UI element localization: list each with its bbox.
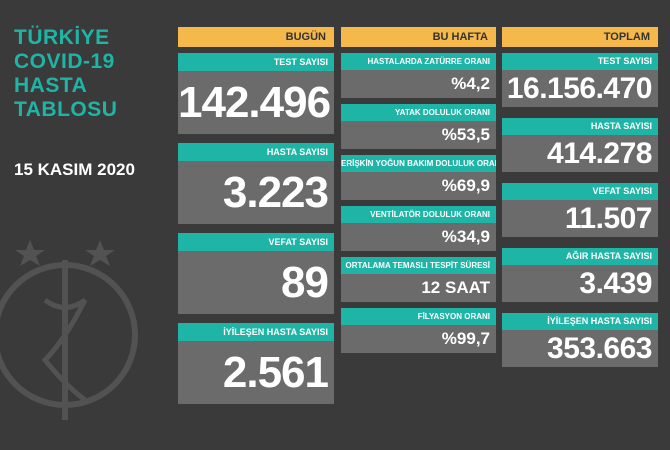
week-contact-label: ORTALAMA TEMASLI TESPİT SÜRESİ (341, 257, 496, 274)
today-deaths-value: 89 (178, 251, 334, 314)
title-line-1: TÜRKİYE (14, 26, 110, 49)
today-heading: BUGÜN (178, 27, 334, 47)
week-bed-label: YATAK DOLULUK ORANI (341, 104, 496, 121)
today-test-value: 142.496 (178, 71, 334, 134)
total-recovered-block: İYİLEŞEN HASTA SAYISI 353.663 (502, 313, 658, 367)
total-test-block: TEST SAYISI 16.156.470 (502, 53, 658, 107)
week-icu-label: ERİŞKİN YOĞUN BAKIM DOLULUK ORANI (341, 155, 496, 172)
total-column: TOPLAM TEST SAYISI 16.156.470 HASTA SAYI… (502, 27, 658, 367)
week-filiation-block: FİLYASYON ORANI %99,7 (341, 308, 496, 353)
total-cases-value: 414.278 (502, 135, 658, 172)
total-cases-label: HASTA SAYISI (502, 118, 658, 135)
total-severe-label: AĞIR HASTA SAYISI (502, 248, 658, 265)
today-column: BUGÜN TEST SAYISI 142.496 HASTA SAYISI 3… (178, 27, 334, 404)
week-contact-value: 12 SAAT (341, 274, 496, 302)
today-recovered-value: 2.561 (178, 341, 334, 404)
today-deaths-block: VEFAT SAYISI 89 (178, 233, 334, 314)
total-recovered-value: 353.663 (502, 330, 658, 367)
total-test-label: TEST SAYISI (502, 53, 658, 70)
title-line-4: TABLOSU (14, 98, 118, 121)
week-column: BU HAFTA HASTALARDA ZATÜRRE ORANI %4,2 Y… (341, 27, 496, 353)
today-recovered-label: İYİLEŞEN HASTA SAYISI (178, 323, 334, 341)
page-title: TÜRKİYE COVID-19 HASTA TABLOSU (14, 26, 117, 122)
today-cases-block: HASTA SAYISI 3.223 (178, 143, 334, 224)
week-ventilator-block: VENTİLATÖR DOLULUK ORANI %34,9 (341, 206, 496, 251)
total-deaths-value: 11.507 (502, 200, 658, 237)
total-deaths-block: VEFAT SAYISI 11.507 (502, 183, 658, 237)
week-ventilator-value: %34,9 (341, 223, 496, 251)
week-filiation-label: FİLYASYON ORANI (341, 308, 496, 325)
report-date: 15 KASIM 2020 (14, 160, 135, 179)
week-heading: BU HAFTA (341, 27, 496, 47)
total-severe-value: 3.439 (502, 265, 658, 302)
total-heading: TOPLAM (502, 27, 658, 47)
today-test-label: TEST SAYISI (178, 53, 334, 71)
today-cases-label: HASTA SAYISI (178, 143, 334, 161)
week-pneumonia-block: HASTALARDA ZATÜRRE ORANI %4,2 (341, 53, 496, 98)
week-contact-block: ORTALAMA TEMASLI TESPİT SÜRESİ 12 SAAT (341, 257, 496, 302)
total-deaths-label: VEFAT SAYISI (502, 183, 658, 200)
week-pneumonia-label: HASTALARDA ZATÜRRE ORANI (341, 53, 496, 70)
week-bed-block: YATAK DOLULUK ORANI %53,5 (341, 104, 496, 149)
week-pneumonia-value: %4,2 (341, 70, 496, 98)
ministry-emblem-icon (0, 240, 138, 420)
today-cases-value: 3.223 (178, 161, 334, 224)
week-icu-value: %69,9 (341, 172, 496, 200)
total-severe-block: AĞIR HASTA SAYISI 3.439 (502, 248, 658, 302)
today-recovered-block: İYİLEŞEN HASTA SAYISI 2.561 (178, 323, 334, 404)
week-ventilator-label: VENTİLATÖR DOLULUK ORANI (341, 206, 496, 223)
total-test-value: 16.156.470 (502, 70, 658, 107)
today-deaths-label: VEFAT SAYISI (178, 233, 334, 251)
total-recovered-label: İYİLEŞEN HASTA SAYISI (502, 313, 658, 330)
week-bed-value: %53,5 (341, 121, 496, 149)
total-cases-block: HASTA SAYISI 414.278 (502, 118, 658, 172)
today-test-block: TEST SAYISI 142.496 (178, 53, 334, 134)
week-icu-block: ERİŞKİN YOĞUN BAKIM DOLULUK ORANI %69,9 (341, 155, 496, 200)
title-line-3: HASTA (14, 74, 88, 97)
title-line-2: COVID-19 (14, 50, 115, 73)
week-filiation-value: %99,7 (341, 325, 496, 353)
